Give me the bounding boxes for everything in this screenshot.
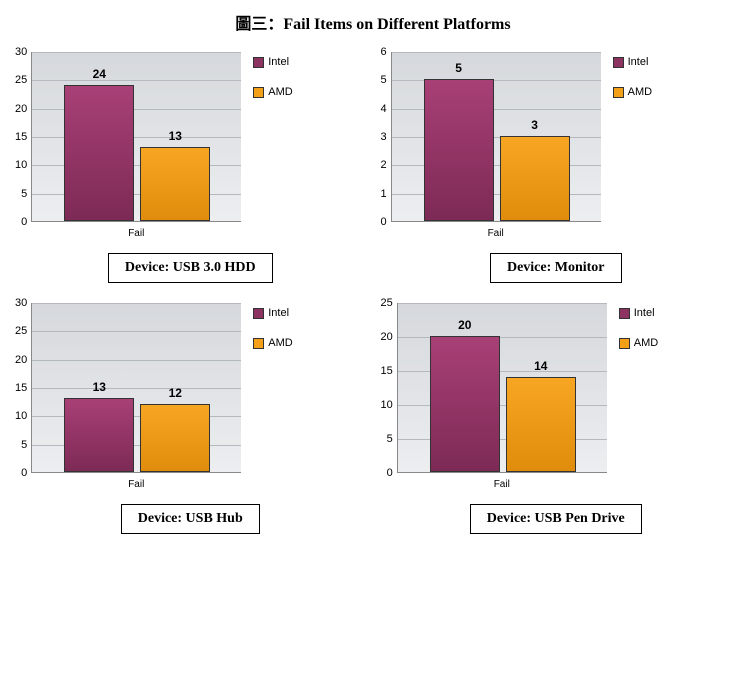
x-axis-label: Fail	[391, 228, 601, 239]
device-label-box: Device: USB Pen Drive	[470, 504, 642, 534]
chart-box: 654321053Fail	[381, 52, 601, 239]
chart-panel: 302520151050 13 12 Fail Intel AMD Device: USB …	[15, 303, 366, 534]
intel-bar-value: 24	[64, 67, 134, 81]
gridline	[32, 331, 241, 332]
amd-swatch-icon	[253, 87, 264, 98]
x-axis-label: Fail	[31, 228, 241, 239]
chart-panel: 25201510502014FailIntelAMDDevice: USB Pe…	[381, 303, 732, 534]
legend-label: AMD	[628, 86, 652, 98]
x-axis-label: Fail	[31, 479, 241, 490]
chart-row: 302520151050 24 13 Fail Intel AMD	[15, 52, 366, 239]
plot-area: 13 12	[31, 303, 241, 473]
intel-swatch-icon	[613, 57, 624, 68]
legend-item-amd: AMD	[619, 337, 658, 349]
intel-bar	[424, 79, 494, 221]
legend-label: Intel	[628, 56, 649, 68]
intel-swatch-icon	[253, 57, 264, 68]
chart-box: 302520151050 13 12 Fail	[15, 303, 241, 490]
amd-bar	[140, 404, 210, 472]
legend-item-amd: AMD	[613, 86, 652, 98]
gridline	[32, 52, 241, 53]
legend: Intel AMD	[613, 52, 652, 98]
gridline	[32, 360, 241, 361]
chart-panel: 302520151050 24 13 Fail Intel AMD Device: USB …	[15, 52, 366, 283]
plot-wrap: 302520151050 13 12	[15, 303, 241, 473]
plot-wrap: 654321053	[381, 52, 601, 222]
plot-wrap: 25201510502014	[381, 303, 607, 473]
amd-bar-value: 3	[500, 118, 570, 132]
legend: Intel AMD	[253, 52, 292, 98]
chart-panel: 654321053FailIntelAMDDevice: Monitor	[381, 52, 732, 283]
intel-swatch-icon	[619, 308, 630, 319]
amd-bar-value: 13	[140, 129, 210, 143]
plot-area: 2014	[397, 303, 607, 473]
amd-bar	[140, 147, 210, 221]
plot-area: 53	[391, 52, 601, 222]
legend-item-intel: Intel	[253, 307, 292, 319]
legend: Intel AMD	[619, 303, 658, 349]
y-axis: 6543210	[381, 52, 387, 222]
intel-bar	[64, 85, 134, 221]
legend-item-amd: AMD	[253, 337, 292, 349]
legend-label: Intel	[634, 307, 655, 319]
y-axis: 302520151050	[15, 52, 27, 222]
y-axis: 302520151050	[15, 303, 27, 473]
intel-swatch-icon	[253, 308, 264, 319]
chart-box: 302520151050 24 13 Fail	[15, 52, 241, 239]
device-label-box: Device: Monitor	[490, 253, 622, 283]
legend: Intel AMD	[253, 303, 292, 349]
chart-row: 25201510502014FailIntelAMD	[381, 303, 732, 490]
legend-item-intel: Intel	[619, 307, 658, 319]
plot-wrap: 302520151050 24 13	[15, 52, 241, 222]
chart-grid: 302520151050 24 13 Fail Intel AMD Device: USB …	[15, 52, 731, 534]
device-label-box: Device: USB 3.0 HDD	[108, 253, 273, 283]
chart-row: 302520151050 13 12 Fail Intel AMD	[15, 303, 366, 490]
amd-swatch-icon	[619, 338, 630, 349]
legend-label: AMD	[268, 337, 292, 349]
legend-label: AMD	[268, 86, 292, 98]
y-axis: 2520151050	[381, 303, 393, 473]
device-label-box: Device: USB Hub	[121, 504, 260, 534]
legend-label: AMD	[634, 337, 658, 349]
amd-bar-value: 14	[506, 359, 576, 373]
amd-bar	[506, 377, 576, 472]
gridline	[32, 303, 241, 304]
chart-row: 654321053FailIntelAMD	[381, 52, 732, 239]
gridline	[398, 303, 607, 304]
gridline	[392, 52, 601, 53]
legend-item-amd: AMD	[253, 86, 292, 98]
page-title: 圖三：Fail Items on Different Platforms	[15, 10, 731, 34]
intel-bar	[430, 336, 500, 472]
legend-label: Intel	[268, 307, 289, 319]
amd-bar-value: 12	[140, 386, 210, 400]
x-axis-label: Fail	[397, 479, 607, 490]
plot-area: 24 13	[31, 52, 241, 222]
amd-bar	[500, 136, 570, 221]
legend-item-intel: Intel	[253, 56, 292, 68]
intel-bar-value: 13	[64, 380, 134, 394]
intel-bar-value: 5	[424, 61, 494, 75]
amd-swatch-icon	[613, 87, 624, 98]
legend-label: Intel	[268, 56, 289, 68]
legend-item-intel: Intel	[613, 56, 652, 68]
intel-bar-value: 20	[430, 318, 500, 332]
intel-bar	[64, 398, 134, 472]
chart-box: 25201510502014Fail	[381, 303, 607, 490]
amd-swatch-icon	[253, 338, 264, 349]
